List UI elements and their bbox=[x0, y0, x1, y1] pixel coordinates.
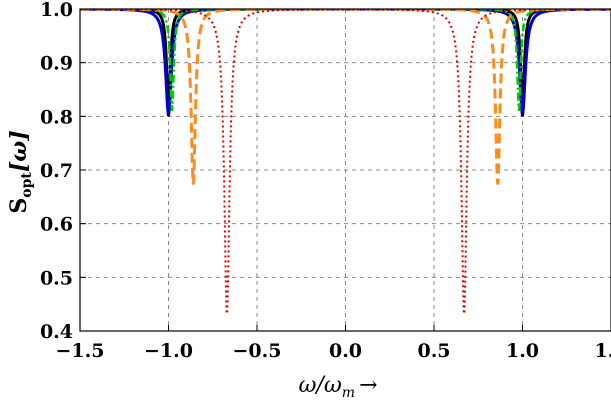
y-tick-label: 0.9 bbox=[40, 53, 73, 75]
x-tick-label: −1.5 bbox=[56, 340, 105, 362]
y-axis-ticks: 0.4 0.5 0.6 0.7 0.8 0.9 1.0 bbox=[40, 0, 86, 343]
x-tick-label: 1.0 bbox=[506, 340, 539, 362]
x-axis-label: ω/ωm → bbox=[298, 373, 377, 401]
y-tick-label: 0.5 bbox=[40, 267, 73, 289]
y-tick-label: 0.7 bbox=[40, 160, 73, 182]
y-tick-label: 0.4 bbox=[40, 321, 73, 343]
y-tick-label: 0.8 bbox=[40, 106, 73, 128]
x-tick-label: −1.0 bbox=[144, 340, 193, 362]
gridlines bbox=[80, 9, 611, 331]
series-curve-orange bbox=[80, 9, 611, 185]
x-tick-label: 0.0 bbox=[329, 340, 362, 362]
y-tick-label: 0.6 bbox=[40, 214, 73, 236]
y-tick-label: 1.0 bbox=[40, 0, 73, 21]
x-axis-ticks: −1.5 −1.0 −0.5 0.0 0.5 1.0 1.5 bbox=[56, 325, 611, 362]
x-tick-label: −0.5 bbox=[233, 340, 282, 362]
y-axis-label: Sopt[ω] bbox=[6, 130, 35, 213]
x-tick-label: 1.5 bbox=[594, 340, 611, 362]
x-tick-label: 0.5 bbox=[417, 340, 450, 362]
